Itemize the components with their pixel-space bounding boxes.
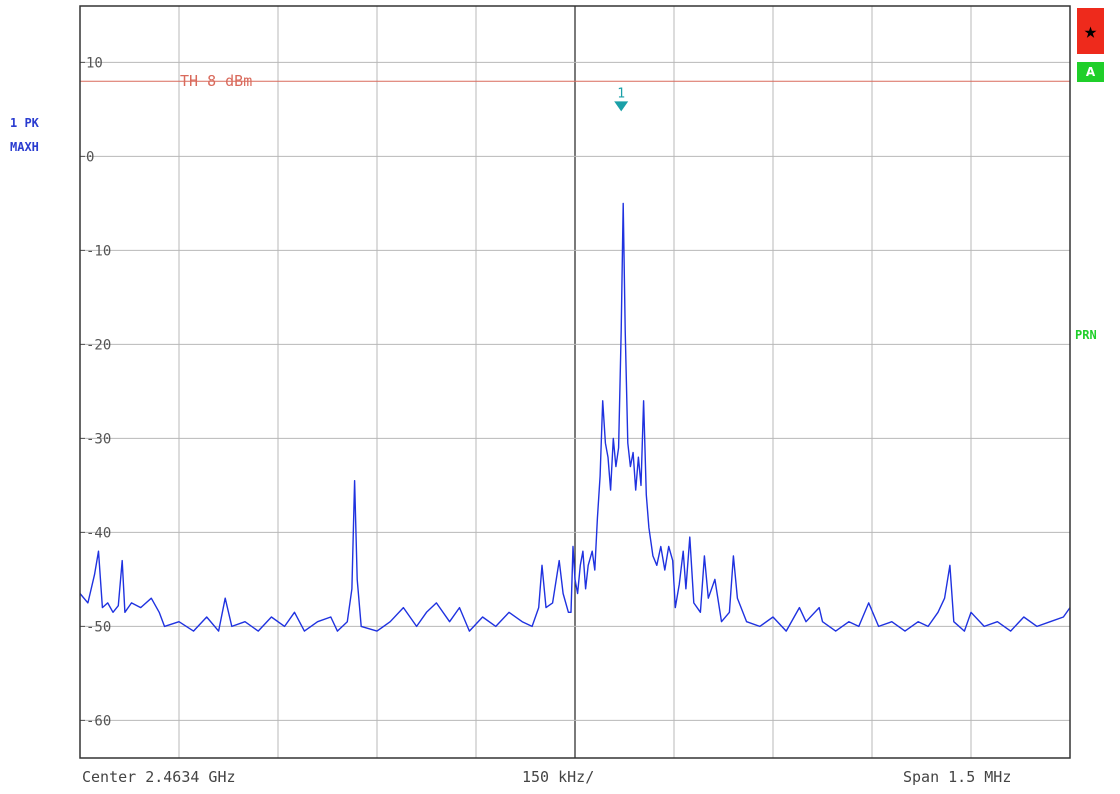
trace-detector-label: 1 PK xyxy=(10,116,39,130)
y-tick-labels: 10 0 -10 -20 -30 -40 -50 -60 xyxy=(86,55,111,729)
y-tick-label: -40 xyxy=(86,525,111,541)
plot-frame xyxy=(79,5,1071,759)
span-label: Span 1.5 MHz xyxy=(903,768,1012,786)
trace-a-badge[interactable]: A xyxy=(1077,62,1104,82)
y-tick-label: -50 xyxy=(86,619,111,635)
trace-mode-label: MAXH xyxy=(10,140,39,154)
marker-1[interactable]: 1 xyxy=(614,86,629,112)
trace-series xyxy=(79,202,1071,632)
per-division-label: 150 kHz/ xyxy=(522,768,595,786)
marker-triangle xyxy=(614,101,629,112)
center-frequency-label: Center 2.4634 GHz xyxy=(82,768,236,786)
marker-label: 1 xyxy=(617,86,625,101)
y-tick-label: -60 xyxy=(86,713,111,729)
threshold-label: TH 8 dBm xyxy=(180,72,252,90)
y-tick-label: 0 xyxy=(86,149,94,165)
y-tick-label: -30 xyxy=(86,431,111,447)
prn-indicator: PRN xyxy=(1075,328,1097,342)
grid xyxy=(80,6,1070,758)
y-tick-label: 10 xyxy=(86,55,103,71)
y-tick-label: -20 xyxy=(86,337,111,353)
y-tick-label: -10 xyxy=(86,243,111,259)
star-badge-icon[interactable]: ★ xyxy=(1077,8,1104,54)
